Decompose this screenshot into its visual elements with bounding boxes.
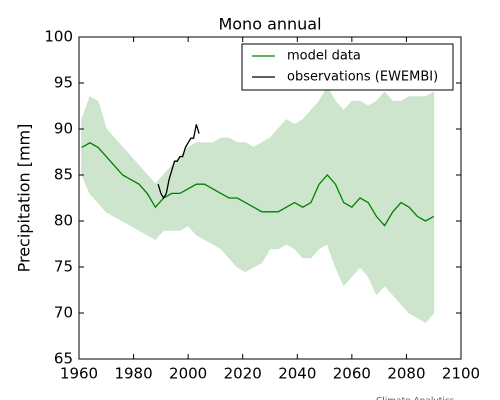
x-tick-label: 1980 bbox=[114, 365, 152, 383]
y-tick-label: 100 bbox=[44, 28, 73, 46]
legend-label: observations (EWEMBI) bbox=[287, 70, 438, 85]
y-tick-label: 90 bbox=[54, 120, 73, 138]
series-line bbox=[81, 142, 435, 227]
range-band bbox=[81, 86, 435, 323]
plot-frame bbox=[78, 36, 462, 360]
y-tick-label: 80 bbox=[54, 212, 73, 230]
x-tick-label: 2000 bbox=[169, 365, 207, 383]
watermark: Climate Analytics bbox=[376, 397, 455, 400]
x-tick-label: 1960 bbox=[60, 365, 98, 383]
x-tick-label: 2080 bbox=[387, 365, 425, 383]
y-tick-label: 65 bbox=[54, 350, 73, 368]
y-axis-label: Precipitation [mm] bbox=[15, 124, 34, 273]
series-line bbox=[157, 124, 200, 200]
x-tick-label: 2020 bbox=[224, 365, 262, 383]
y-tick-label: 75 bbox=[54, 258, 73, 276]
chart-title: Mono annual bbox=[218, 15, 321, 34]
x-tick-label: 2060 bbox=[333, 365, 371, 383]
y-tick-label: 70 bbox=[54, 304, 73, 322]
y-tick-label: 85 bbox=[54, 166, 73, 184]
y-tick-label: 95 bbox=[54, 74, 73, 92]
x-tick-label: 2100 bbox=[442, 365, 480, 383]
x-tick-label: 2040 bbox=[278, 365, 316, 383]
legend-box bbox=[241, 43, 454, 91]
legend-label: model data bbox=[287, 49, 361, 64]
